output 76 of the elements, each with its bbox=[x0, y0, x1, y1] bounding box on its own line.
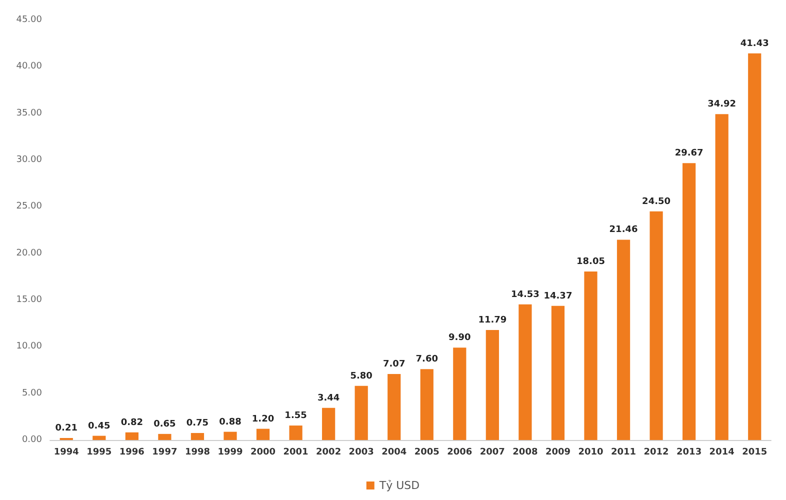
bar bbox=[518, 304, 532, 440]
y-tick-label: 40.00 bbox=[16, 62, 42, 72]
y-tick-label: 30.00 bbox=[16, 155, 42, 165]
bar bbox=[354, 386, 368, 440]
bar bbox=[388, 374, 401, 440]
bar bbox=[158, 434, 172, 440]
bar bbox=[92, 436, 106, 440]
bar bbox=[420, 369, 434, 440]
data-label: 1.20 bbox=[252, 414, 274, 424]
data-label: 24.50 bbox=[642, 196, 671, 207]
data-label: 0.21 bbox=[55, 424, 78, 434]
legend-label: Tỷ USD bbox=[378, 479, 420, 492]
y-tick-label: 20.00 bbox=[16, 248, 42, 258]
x-tick-label: 1996 bbox=[119, 448, 144, 458]
bar bbox=[682, 163, 696, 440]
data-label: 0.82 bbox=[120, 418, 144, 428]
bar bbox=[190, 433, 204, 440]
data-label: 3.44 bbox=[317, 393, 340, 404]
data-label: 5.80 bbox=[350, 371, 372, 382]
data-label: 34.92 bbox=[708, 100, 736, 110]
x-tick-label: 2009 bbox=[545, 448, 571, 458]
x-tick-label: 2013 bbox=[676, 448, 702, 458]
bar bbox=[486, 330, 499, 440]
y-tick-label: 25.00 bbox=[16, 202, 42, 212]
data-label: 9.90 bbox=[448, 333, 471, 344]
bar bbox=[256, 428, 270, 440]
x-tick-label: 2011 bbox=[610, 448, 636, 458]
data-label: 7.07 bbox=[383, 360, 406, 370]
data-label: 18.05 bbox=[576, 257, 605, 268]
y-tick-label: 15.00 bbox=[16, 295, 42, 305]
x-tick-label: 2004 bbox=[382, 448, 407, 458]
x-tick-label: 1995 bbox=[86, 448, 112, 458]
data-label: 11.79 bbox=[478, 315, 507, 326]
x-tick-label: 1994 bbox=[54, 448, 79, 458]
bar bbox=[551, 306, 565, 440]
x-tick-label: 2000 bbox=[250, 448, 276, 458]
data-label: 7.60 bbox=[416, 354, 438, 365]
data-label: 14.37 bbox=[544, 291, 572, 302]
x-tick-label: 2007 bbox=[480, 448, 505, 458]
x-tick-label: 2010 bbox=[578, 448, 604, 458]
y-tick-label: 10.00 bbox=[16, 342, 42, 352]
data-label: 41.43 bbox=[740, 38, 769, 49]
x-tick-label: 2002 bbox=[316, 448, 342, 458]
bar bbox=[650, 211, 663, 440]
bar bbox=[584, 272, 598, 440]
data-label: 0.65 bbox=[154, 419, 176, 430]
bar bbox=[616, 240, 630, 440]
data-label: 0.88 bbox=[219, 417, 242, 428]
x-tick-label: 2015 bbox=[742, 448, 768, 458]
y-tick-label: 35.00 bbox=[16, 108, 42, 118]
x-tick-label: 2006 bbox=[447, 448, 472, 458]
x-tick-label: 1997 bbox=[152, 448, 178, 458]
y-tick-label: 0.00 bbox=[22, 435, 42, 445]
data-label: 0.75 bbox=[186, 418, 209, 428]
x-tick-label: 2003 bbox=[348, 448, 374, 458]
data-label: 0.45 bbox=[88, 421, 110, 432]
bar bbox=[748, 53, 762, 440]
x-tick-label: 1998 bbox=[184, 448, 210, 458]
bar bbox=[715, 114, 728, 440]
x-tick-label: 2005 bbox=[414, 448, 440, 458]
bar bbox=[125, 432, 138, 440]
bar bbox=[224, 432, 237, 440]
data-label: 14.53 bbox=[510, 290, 540, 300]
bar bbox=[289, 426, 302, 440]
x-tick-label: 1999 bbox=[218, 448, 243, 458]
bar bbox=[322, 408, 336, 440]
bar bbox=[453, 348, 466, 440]
y-tick-label: 45.00 bbox=[16, 15, 42, 25]
data-label: 21.46 bbox=[609, 225, 638, 236]
data-label: 1.55 bbox=[284, 411, 307, 422]
x-tick-label: 2012 bbox=[644, 448, 669, 458]
x-tick-label: 2014 bbox=[709, 448, 734, 458]
x-tick-label: 2008 bbox=[512, 448, 538, 458]
data-label: 29.67 bbox=[674, 148, 704, 159]
y-tick-label: 5.00 bbox=[22, 388, 42, 398]
x-tick-label: 2001 bbox=[283, 448, 308, 458]
